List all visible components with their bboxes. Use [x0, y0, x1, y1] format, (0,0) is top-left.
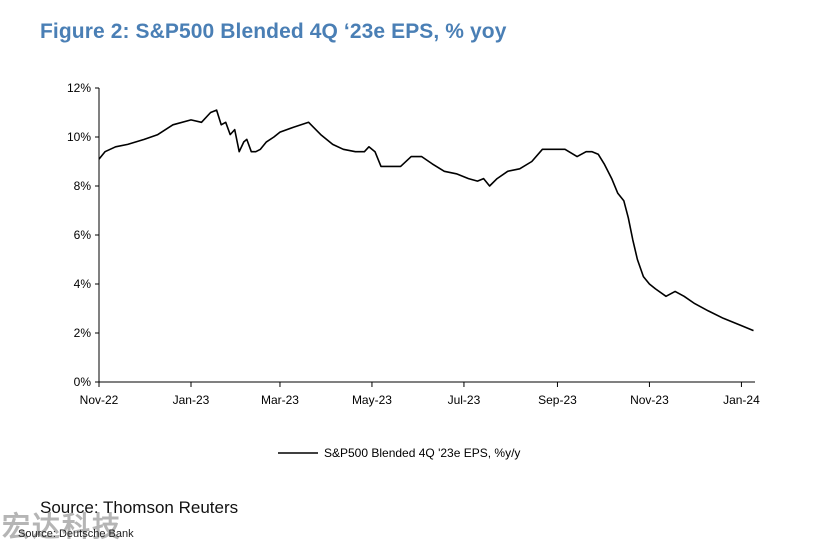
legend-label: S&P500 Blended 4Q '23e EPS, %y/y [324, 446, 520, 460]
y-tick-label: 6% [74, 228, 92, 242]
x-tick-label: Jul-23 [448, 393, 481, 407]
x-tick-label: Nov-23 [630, 393, 669, 407]
y-tick-label: 4% [74, 277, 92, 291]
x-tick-label: Jan-24 [723, 393, 760, 407]
x-tick-label: Nov-22 [80, 393, 119, 407]
chart-title: Figure 2: S&P500 Blended 4Q ‘23e EPS, % … [40, 20, 507, 43]
y-tick-label: 0% [74, 375, 92, 389]
legend: S&P500 Blended 4Q '23e EPS, %y/y [278, 446, 520, 460]
x-tick-label: Sep-23 [538, 393, 577, 407]
y-tick-label: 12% [67, 81, 91, 95]
watermark-logo: 宏达科技 [2, 510, 123, 543]
source-primary: Source: Thomson Reuters [40, 498, 239, 517]
x-tick-label: May-23 [352, 393, 392, 407]
x-axis: Nov-22 Jan-23 Mar-23 May-23 Jul-23 Sep-23 Nov-… [80, 381, 760, 407]
y-ticks: 0% 2% 4% 6% 8% 10% 12% [67, 81, 99, 389]
y-tick-label: 2% [74, 326, 92, 340]
source-secondary: Source: Deutsche Bank [18, 528, 134, 540]
series-line-eps-yoy [98, 109, 754, 332]
x-tick-label: Mar-23 [261, 393, 299, 407]
x-tick-label: Jan-23 [173, 393, 210, 407]
series-group [98, 109, 754, 332]
y-tick-label: 10% [67, 130, 91, 144]
x-ticks: Nov-22 Jan-23 Mar-23 May-23 Jul-23 Sep-23 Nov-… [80, 382, 760, 407]
y-tick-label: 8% [74, 179, 92, 193]
y-axis: 0% 2% 4% 6% 8% 10% 12% [67, 81, 100, 389]
